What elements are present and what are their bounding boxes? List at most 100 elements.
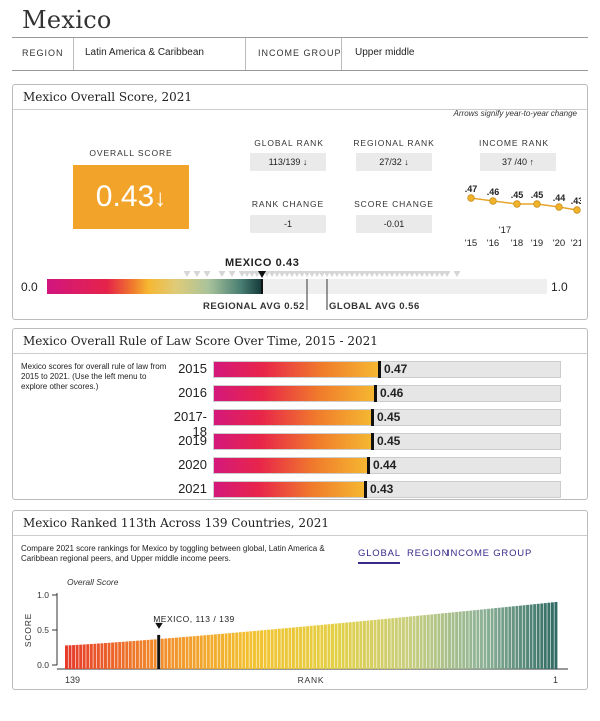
rank-bar[interactable] (416, 615, 420, 669)
rank-bar[interactable] (192, 636, 196, 669)
rank-bar[interactable] (398, 617, 402, 669)
rank-bar[interactable] (476, 609, 480, 669)
rank-bar[interactable] (263, 630, 267, 669)
rank-bar[interactable] (96, 643, 100, 669)
rank-bar[interactable] (430, 614, 434, 669)
rank-bar[interactable] (448, 612, 451, 669)
rank-bar[interactable] (320, 624, 324, 669)
rank-bar[interactable] (433, 614, 437, 669)
rank-bar[interactable] (355, 621, 359, 669)
rank-bar[interactable] (150, 639, 154, 669)
rank-bar[interactable] (231, 632, 235, 669)
rank-bar[interactable] (93, 643, 97, 669)
rank-bar[interactable] (540, 603, 544, 669)
rank-bar[interactable] (366, 620, 370, 669)
rank-bar[interactable] (554, 602, 558, 669)
rank-bar[interactable] (338, 623, 342, 669)
rank-bar[interactable] (511, 606, 515, 669)
rank-bar[interactable] (451, 612, 455, 669)
rank-bar[interactable] (199, 635, 203, 669)
rank-bar[interactable] (125, 641, 129, 669)
rank-bar[interactable] (217, 634, 221, 669)
rank-bar[interactable] (228, 633, 232, 669)
rank-bar[interactable] (221, 633, 225, 669)
rank-bar[interactable] (210, 634, 214, 669)
rank-bar[interactable] (132, 640, 136, 669)
highlight-bar[interactable] (157, 634, 161, 669)
rank-bar[interactable] (426, 614, 430, 669)
rank-bar[interactable] (522, 605, 526, 669)
rank-bar[interactable] (465, 610, 469, 669)
rank-bar[interactable] (313, 625, 317, 669)
rank-bar[interactable] (260, 630, 264, 669)
rank-bar[interactable] (281, 628, 285, 669)
rank-bar[interactable] (203, 635, 207, 669)
rank-bar[interactable] (362, 620, 366, 669)
rank-bar[interactable] (196, 635, 200, 669)
rank-bar[interactable] (501, 607, 505, 669)
rank-bar[interactable] (497, 607, 501, 669)
rank-bar[interactable] (370, 620, 373, 669)
rank-bar[interactable] (472, 610, 476, 669)
rank-bar[interactable] (526, 604, 530, 669)
rank-bar[interactable] (529, 604, 533, 669)
rank-bar[interactable] (277, 628, 281, 669)
rank-bar[interactable] (242, 631, 246, 669)
rank-bar[interactable] (245, 631, 249, 669)
rank-bar[interactable] (252, 630, 256, 669)
rank-bar[interactable] (160, 638, 164, 669)
rank-bar[interactable] (348, 622, 352, 669)
rank-bar[interactable] (302, 626, 306, 669)
rank-bar[interactable] (270, 629, 274, 669)
rank-bar[interactable] (238, 632, 242, 669)
rank-bar[interactable] (185, 636, 189, 669)
rank-bar[interactable] (550, 602, 554, 669)
rank-bar[interactable] (256, 630, 260, 669)
rank-bar[interactable] (394, 617, 398, 669)
rank-bar[interactable] (543, 603, 547, 669)
rank-bar[interactable] (334, 623, 338, 669)
rank-bar[interactable] (79, 644, 83, 669)
rank-bar[interactable] (377, 619, 381, 669)
rank-bar[interactable] (291, 627, 295, 669)
rank-bar[interactable] (100, 643, 104, 669)
rank-bar[interactable] (444, 613, 448, 669)
rank-bar[interactable] (235, 632, 239, 669)
rank-bar[interactable] (146, 639, 150, 669)
rank-bar[interactable] (65, 645, 68, 669)
rank-bar[interactable] (75, 644, 79, 669)
rank-bar[interactable] (469, 610, 473, 669)
rank-bar[interactable] (341, 622, 345, 669)
rank-bar[interactable] (327, 624, 331, 669)
rank-bar[interactable] (331, 623, 334, 669)
rank-bar[interactable] (171, 637, 175, 669)
rank-bar[interactable] (533, 604, 537, 669)
rank-bar[interactable] (189, 636, 193, 669)
rank-bar[interactable] (458, 611, 462, 669)
rank-bar[interactable] (213, 634, 217, 669)
rank-bar[interactable] (153, 639, 157, 669)
rank-bar[interactable] (111, 642, 115, 669)
rank-bar[interactable] (174, 637, 178, 669)
rank-bar[interactable] (437, 613, 441, 669)
rank-bar[interactable] (494, 608, 498, 669)
rank-bar[interactable] (167, 638, 171, 669)
rank-bar[interactable] (274, 629, 278, 669)
rank-bar[interactable] (224, 633, 228, 669)
rank-bar[interactable] (391, 618, 395, 669)
rank-bar[interactable] (384, 618, 388, 669)
rank-bar[interactable] (128, 641, 132, 669)
rank-bar[interactable] (107, 642, 111, 669)
rank-bar[interactable] (405, 616, 409, 669)
rank-bar[interactable] (249, 631, 253, 669)
rank-bar[interactable] (515, 605, 519, 669)
rank-bar[interactable] (182, 637, 185, 669)
rank-bar[interactable] (121, 641, 125, 669)
rank-bar[interactable] (114, 642, 118, 669)
rank-bar[interactable] (316, 625, 320, 669)
rank-bar[interactable] (206, 634, 210, 669)
rank-bar[interactable] (409, 616, 412, 669)
rank-bar[interactable] (288, 627, 292, 669)
rank-bar[interactable] (352, 621, 356, 669)
rank-bar[interactable] (299, 626, 303, 669)
